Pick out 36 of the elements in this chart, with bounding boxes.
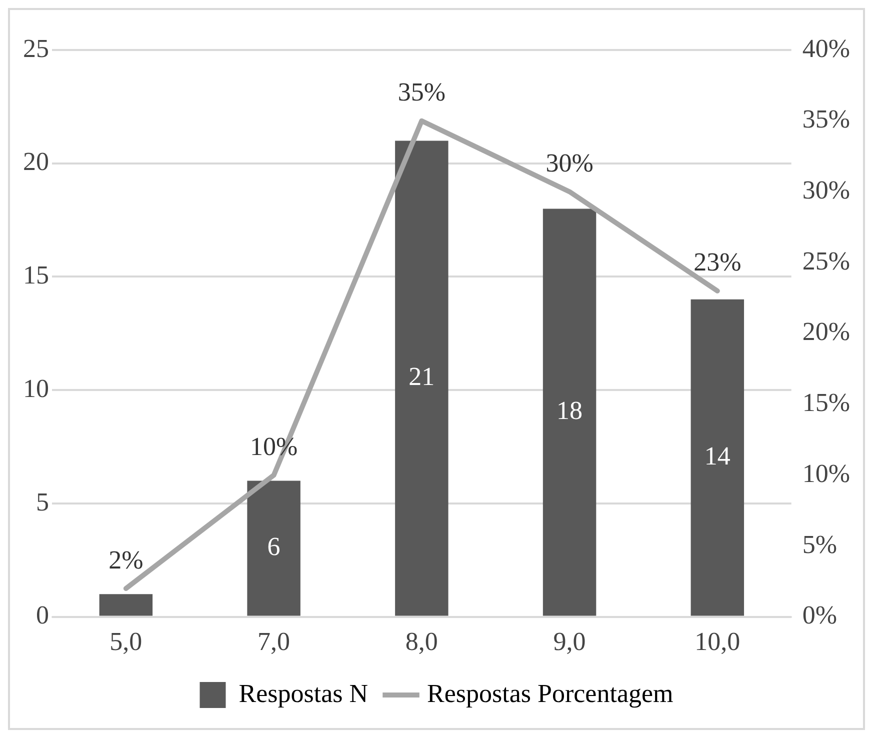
legend-label: Respostas Porcentagem <box>427 678 674 708</box>
y-tick-label: 0 <box>36 600 49 630</box>
bar <box>395 140 448 616</box>
bar <box>99 594 153 616</box>
x-tick-label: 7,0 <box>258 627 290 656</box>
y-tick-label: 15 <box>23 260 49 290</box>
x-tick-label: 9,0 <box>553 627 586 656</box>
data-label: 2% <box>108 545 144 574</box>
legend-label: Respostas N <box>238 678 368 708</box>
data-label: 10% <box>250 432 298 461</box>
data-label: 14 <box>704 441 730 470</box>
y2-tick-label: 40% <box>802 34 850 63</box>
x-tick-label: 10,0 <box>694 627 740 656</box>
data-label: 30% <box>546 148 594 178</box>
data-label: 6 <box>267 532 280 562</box>
y2-tick-label: 20% <box>802 317 850 346</box>
x-tick-label: 8,0 <box>405 627 438 656</box>
data-label: 18 <box>556 396 583 426</box>
bar <box>247 480 300 616</box>
y-tick-label: 20 <box>23 147 49 176</box>
x-tick-label: 5,0 <box>110 627 142 656</box>
bar <box>542 208 596 616</box>
y-tick-label: 25 <box>23 34 49 63</box>
data-label: 35% <box>398 78 446 107</box>
data-label: 23% <box>694 248 742 277</box>
y-tick-label: 5 <box>36 487 49 516</box>
y2-tick-label: 25% <box>802 246 850 276</box>
y2-tick-label: 30% <box>802 176 850 205</box>
y2-tick-label: 0% <box>802 600 838 630</box>
y2-tick-label: 10% <box>802 458 850 488</box>
y2-tick-label: 5% <box>802 530 838 559</box>
y-tick-label: 10 <box>23 374 49 403</box>
bar <box>690 299 744 616</box>
y2-tick-label: 35% <box>802 104 850 134</box>
y2-tick-label: 15% <box>802 388 850 418</box>
data-label: 21 <box>408 362 435 392</box>
